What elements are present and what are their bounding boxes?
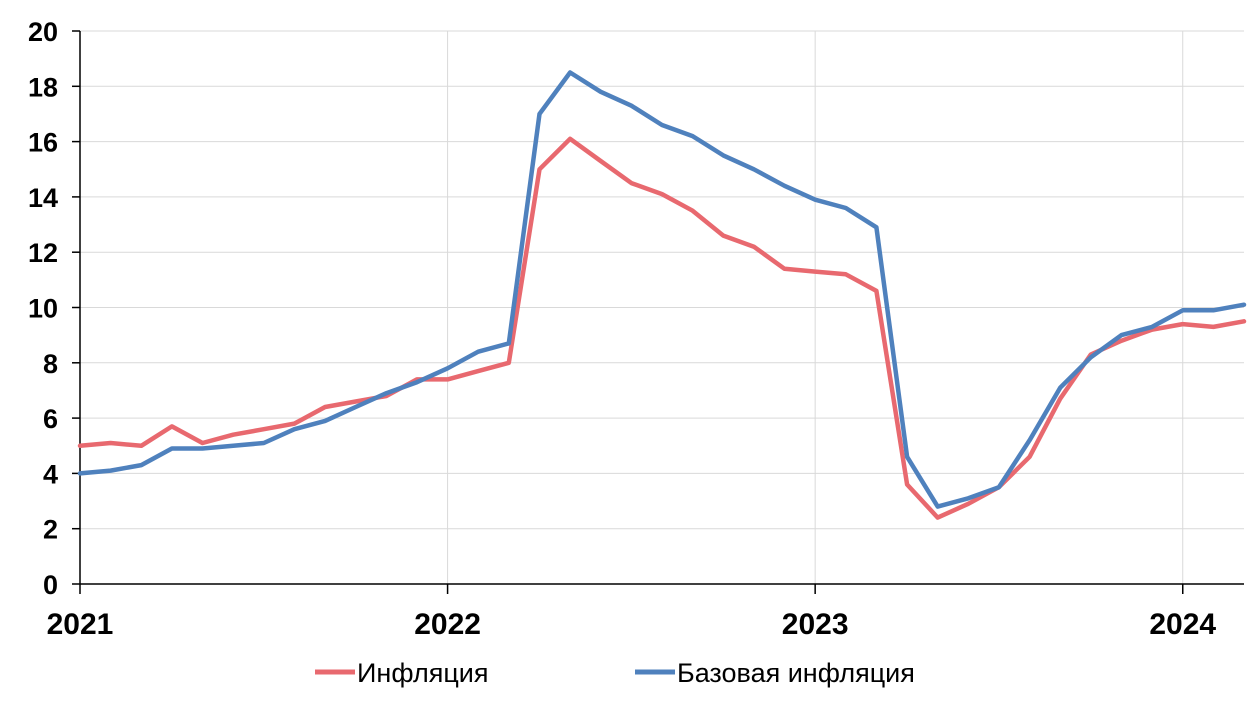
series-line-1 <box>77 136 1247 520</box>
grid <box>80 30 1244 584</box>
y-tick-label: 8 <box>43 349 58 379</box>
x-axis-ticks: 2021 2022 2023 2024 <box>47 584 1216 641</box>
y-axis-ticks: 0 2 4 6 8 10 12 14 16 18 20 <box>28 17 80 600</box>
legend-item-1: Инфляция <box>315 658 488 688</box>
series-line-2 <box>77 70 1247 509</box>
y-tick-label: 10 <box>28 294 58 324</box>
series-lines <box>77 70 1247 520</box>
y-tick-label: 20 <box>28 17 58 47</box>
x-tick-label: 2023 <box>782 608 849 641</box>
y-tick-label: 2 <box>43 515 58 545</box>
y-tick-label: 12 <box>28 238 58 268</box>
legend-label: Базовая инфляция <box>677 658 915 688</box>
x-tick-label: 2024 <box>1149 608 1216 641</box>
legend-item-2: Базовая инфляция <box>635 658 915 688</box>
x-tick-label: 2021 <box>47 608 114 641</box>
x-tick-label: 2022 <box>414 608 481 641</box>
y-tick-label: 14 <box>28 183 58 213</box>
y-tick-label: 4 <box>43 459 58 489</box>
legend-label: Инфляция <box>357 658 488 688</box>
y-tick-label: 16 <box>28 128 58 158</box>
y-tick-label: 6 <box>43 404 58 434</box>
legend: Инфляция Базовая инфляция <box>315 658 915 688</box>
y-tick-label: 18 <box>28 72 58 102</box>
y-tick-label: 0 <box>43 570 58 600</box>
